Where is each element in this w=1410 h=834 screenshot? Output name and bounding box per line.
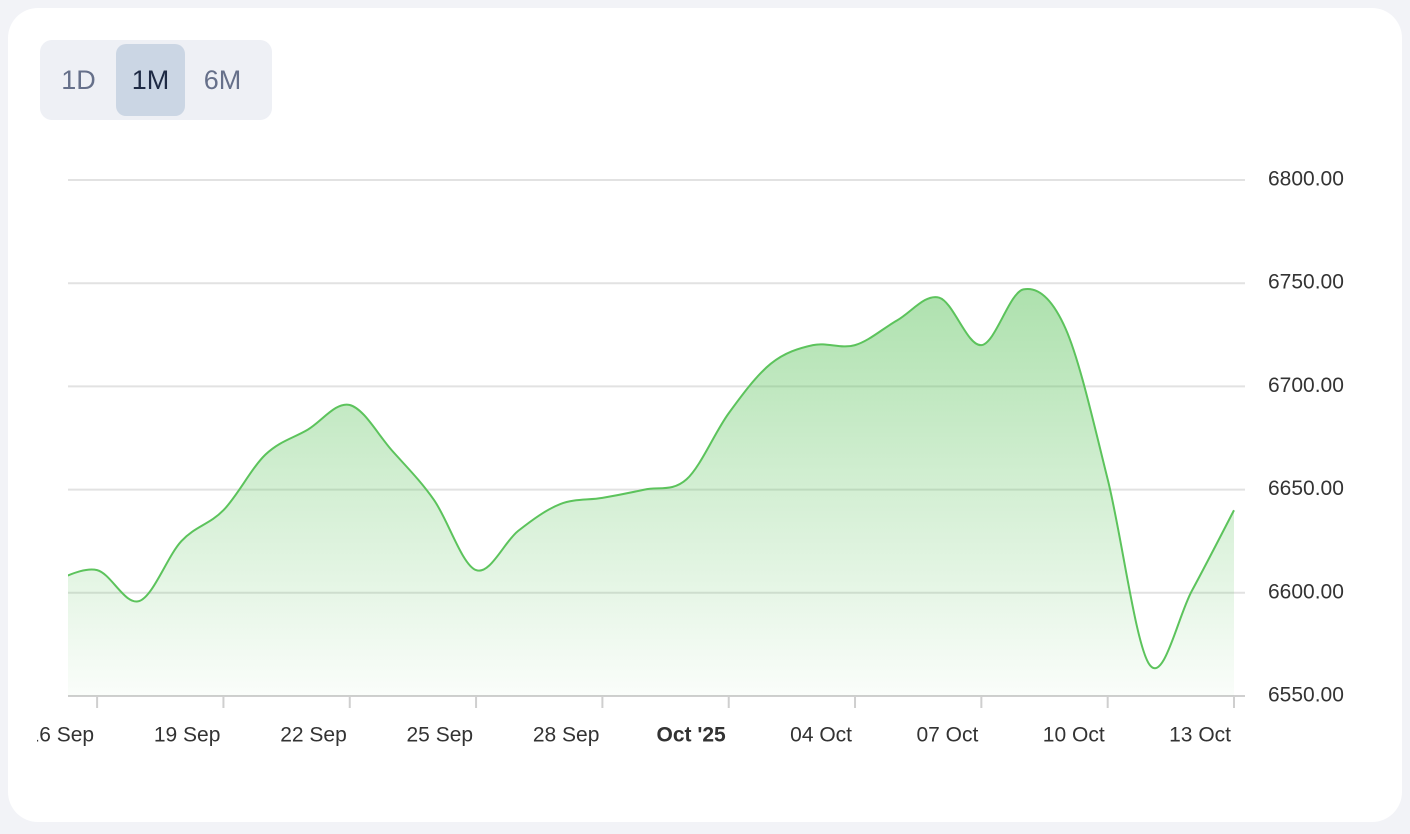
range-button[interactable]: 6M — [203, 65, 242, 95]
x-tick-label: 13 Oct — [1169, 724, 1231, 747]
x-tick-label: 25 Sep — [407, 724, 474, 747]
y-tick-label: 6750.00 — [1268, 271, 1344, 294]
x-tick-label: 07 Oct — [916, 724, 978, 747]
y-tick-label: 6650.00 — [1268, 477, 1344, 500]
y-tick-label: 6700.00 — [1268, 374, 1344, 397]
y-tick-label: 6600.00 — [1268, 580, 1344, 603]
y-tick-label: 6800.00 — [1268, 168, 1344, 191]
x-tick-label: 04 Oct — [790, 724, 852, 747]
x-tick-label: 19 Sep — [154, 724, 221, 747]
price-line — [68, 287, 1235, 669]
x-tick-label: 28 Sep — [533, 724, 600, 747]
x-tick-label: 10 Oct — [1043, 724, 1105, 747]
x-tick-label: Oct '25 — [657, 724, 727, 747]
area-fill — [68, 288, 1234, 696]
x-tick-label: 16 Sep — [28, 724, 95, 747]
range-button[interactable]: 1D — [61, 65, 96, 95]
y-tick-label: 6550.00 — [1268, 684, 1344, 707]
range-selector: 1D 1M 6M — [40, 40, 272, 120]
x-tick-label: 22 Sep — [280, 724, 347, 747]
range-button[interactable]: 1M — [116, 44, 185, 116]
